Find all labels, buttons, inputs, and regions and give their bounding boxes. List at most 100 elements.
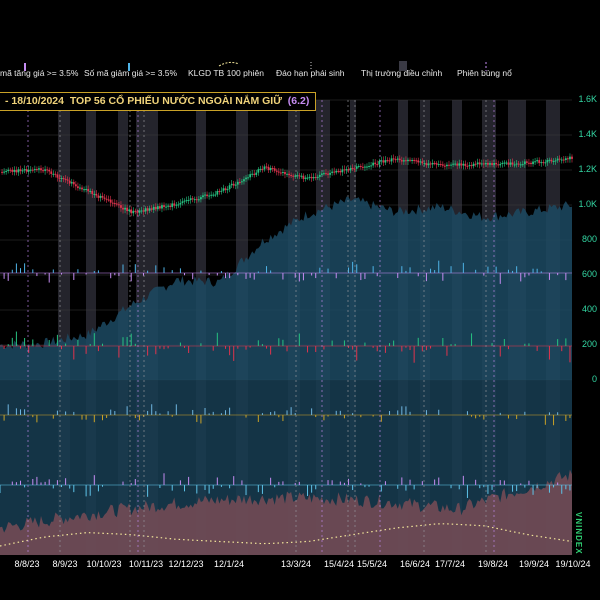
candle-body xyxy=(491,163,493,165)
candle-body xyxy=(296,175,299,177)
candle-body xyxy=(544,162,547,164)
candle-body xyxy=(130,209,133,214)
candle-body xyxy=(115,203,118,205)
y-tick-label: 1.0K xyxy=(578,199,597,209)
candle-body xyxy=(13,169,16,172)
candle-body xyxy=(62,178,65,180)
candle-body xyxy=(5,171,8,173)
dotted-line-icon xyxy=(310,62,312,71)
candle-body xyxy=(11,169,14,172)
candle-body xyxy=(558,158,561,160)
candle-body xyxy=(351,168,354,170)
candle-body xyxy=(19,169,22,172)
x-tick-label: 19/9/24 xyxy=(518,559,550,569)
candle-body xyxy=(423,163,426,165)
up-marker-icon xyxy=(24,63,26,71)
candle-body xyxy=(79,187,81,189)
candle-body xyxy=(378,161,381,165)
candle-body xyxy=(161,205,163,209)
candle-body xyxy=(407,159,409,162)
candle-body xyxy=(521,164,524,166)
candle-body xyxy=(72,181,75,185)
vnindex-side-label: VNINDEX xyxy=(574,512,583,555)
candle-body xyxy=(487,162,489,165)
candle-body xyxy=(152,206,155,210)
candle-body xyxy=(267,166,270,170)
candle-body xyxy=(433,162,436,164)
candle-body xyxy=(118,204,120,206)
candle-body xyxy=(74,184,77,187)
candle-body xyxy=(546,160,549,163)
candle-body xyxy=(548,159,551,161)
candle-body xyxy=(253,173,256,175)
candle-body xyxy=(113,203,116,205)
candle-body xyxy=(138,210,141,213)
candle-body xyxy=(167,205,170,207)
candle-body xyxy=(517,163,520,165)
candle-body xyxy=(64,178,67,180)
candle-body xyxy=(468,165,471,167)
candle-body xyxy=(429,163,432,165)
candle-body xyxy=(70,181,73,184)
candle-body xyxy=(109,199,112,203)
candle-body xyxy=(187,200,190,202)
candle-body xyxy=(415,160,418,162)
candle-body xyxy=(25,169,28,172)
candle-body xyxy=(355,166,358,169)
candle-body xyxy=(390,158,393,162)
y-tick-label: 1.2K xyxy=(578,164,597,174)
candle-body xyxy=(132,210,135,214)
candle-body xyxy=(523,161,526,165)
candle-body xyxy=(540,162,543,164)
legend-correction-label: Thị trường điều chỉnh xyxy=(361,68,443,78)
candle-body xyxy=(177,204,180,206)
candle-body xyxy=(197,199,200,201)
down-marker-icon xyxy=(128,63,130,71)
candle-body xyxy=(265,166,268,168)
candle-body xyxy=(302,175,305,179)
candle-body xyxy=(111,202,114,204)
candle-body xyxy=(3,171,6,173)
x-tick-label: 8/9/23 xyxy=(52,559,78,569)
candle-body xyxy=(99,195,102,198)
candle-body xyxy=(126,207,129,212)
candle-body xyxy=(46,169,49,171)
candle-body xyxy=(411,159,413,161)
candle-body xyxy=(58,177,61,179)
legend-up-count: mã tăng giá >= 3.5% xyxy=(0,63,78,78)
candle-body xyxy=(427,163,430,166)
candle-body xyxy=(538,160,541,164)
candle-body xyxy=(33,169,36,171)
legend-correction: Thị trường điều chỉnh xyxy=(361,61,443,78)
candle-body xyxy=(208,195,211,197)
candle-body xyxy=(271,168,274,170)
candle-body xyxy=(9,169,12,171)
candle-body xyxy=(515,163,518,165)
y-tick-label: 600 xyxy=(581,269,597,279)
candle-body xyxy=(259,168,262,170)
candle-body xyxy=(388,160,391,162)
candle-body xyxy=(357,165,360,167)
candle-body xyxy=(421,161,424,164)
x-tick-label: 10/11/23 xyxy=(128,559,164,569)
candle-body xyxy=(361,166,364,168)
candle-body xyxy=(185,200,188,202)
candle-body xyxy=(159,206,161,209)
candle-body xyxy=(562,159,565,161)
candle-body xyxy=(222,188,225,191)
candle-body xyxy=(325,173,327,175)
candle-body xyxy=(181,201,184,204)
candle-body xyxy=(536,160,539,162)
candle-body xyxy=(91,190,94,195)
legend-breakout-label: Phiên bùng nổ xyxy=(457,68,512,78)
candle-body xyxy=(329,172,331,175)
candle-body xyxy=(470,165,473,167)
candle-body xyxy=(556,158,559,161)
candle-body xyxy=(200,197,202,200)
candle-body xyxy=(277,171,280,173)
candle-body xyxy=(571,156,573,159)
candle-body xyxy=(140,210,143,212)
candle-body xyxy=(241,181,243,183)
candle-body xyxy=(48,169,51,172)
